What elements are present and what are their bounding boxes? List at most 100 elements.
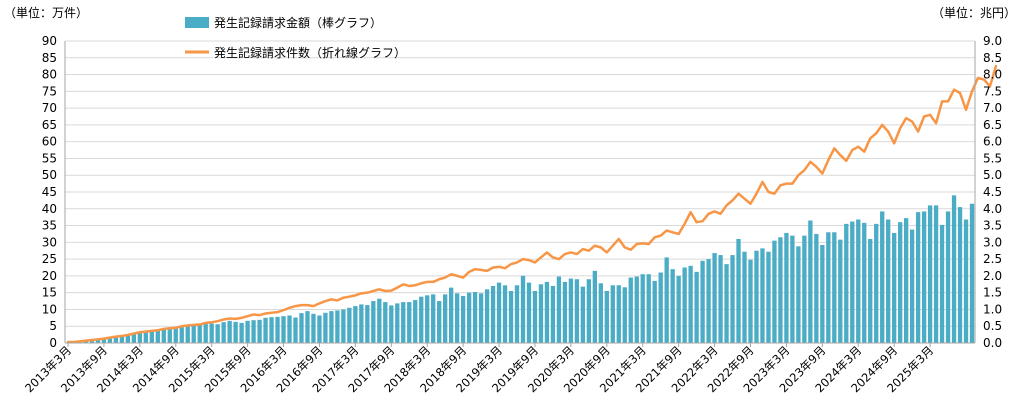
- bar: [748, 260, 752, 343]
- right-axis-unit-label: （単位：兆円）: [932, 5, 1016, 20]
- bar: [587, 279, 591, 343]
- bar: [479, 293, 483, 343]
- bar: [814, 234, 818, 343]
- bar: [940, 225, 944, 343]
- bar: [377, 299, 381, 343]
- y-right-tick-label: 1.0: [983, 302, 1002, 316]
- bar: [299, 313, 303, 343]
- bar: [413, 300, 417, 343]
- y-right-tick-label: 4.5: [983, 185, 1002, 199]
- bar: [754, 251, 758, 343]
- bar: [563, 282, 567, 343]
- bar: [293, 317, 297, 343]
- y-left-tick-label: 5: [49, 319, 57, 333]
- bar: [682, 268, 686, 344]
- y-left-tick-label: 10: [42, 302, 57, 316]
- bar: [443, 294, 447, 343]
- bar: [569, 279, 573, 343]
- bar: [204, 324, 208, 343]
- bar: [641, 274, 645, 343]
- bar: [874, 224, 878, 343]
- bar: [922, 211, 926, 343]
- bar: [521, 276, 525, 343]
- y-right-tick-label: 0.5: [983, 319, 1002, 333]
- bar: [473, 292, 477, 343]
- legend-line-label: 発生記録請求件数（折れ線グラフ）: [214, 45, 406, 60]
- bar: [676, 276, 680, 343]
- bar: [820, 245, 824, 343]
- bar: [808, 221, 812, 343]
- y-right-tick-label: 8.0: [983, 68, 1002, 82]
- y-left-tick-label: 65: [42, 118, 57, 132]
- bar: [862, 223, 866, 343]
- bar: [712, 253, 716, 343]
- bar: [946, 211, 950, 343]
- bar: [635, 277, 639, 343]
- bar: [461, 296, 465, 343]
- bar: [575, 279, 579, 343]
- bar: [431, 294, 435, 343]
- bar: [455, 293, 459, 343]
- bar: [688, 266, 692, 343]
- bar: [700, 261, 704, 343]
- y-right-tick-label: 5.0: [983, 168, 1002, 182]
- bar: [138, 333, 142, 343]
- bar: [766, 252, 770, 343]
- y-right-tick-label: 7.5: [983, 84, 1002, 98]
- bar: [844, 224, 848, 343]
- y-left-tick-label: 75: [42, 84, 57, 98]
- y-left-tick-label: 85: [42, 51, 57, 65]
- bar: [281, 316, 285, 343]
- bar: [515, 285, 519, 343]
- bar: [437, 301, 441, 343]
- y-right-tick-label: 0.0: [983, 336, 1002, 350]
- bar: [198, 325, 202, 343]
- bar: [856, 220, 860, 343]
- bar: [653, 281, 657, 343]
- y-left-tick-label: 45: [42, 185, 57, 199]
- y-left-tick-label: 20: [42, 269, 57, 283]
- bar-series: [66, 195, 974, 343]
- bar: [287, 315, 291, 343]
- bar: [659, 273, 663, 343]
- bar: [389, 305, 393, 343]
- bar: [934, 205, 938, 343]
- y-right-tick-label: 6.0: [983, 135, 1002, 149]
- bar: [647, 274, 651, 343]
- bar: [778, 237, 782, 343]
- bar: [671, 269, 675, 343]
- bar: [952, 195, 956, 343]
- bar: [772, 241, 776, 343]
- bar: [736, 239, 740, 343]
- bar: [958, 207, 962, 343]
- bar: [227, 321, 231, 343]
- bar: [970, 204, 974, 343]
- bar: [305, 311, 309, 343]
- bar: [210, 324, 214, 343]
- y-right-tick-label: 3.5: [983, 219, 1002, 233]
- bar: [257, 320, 261, 343]
- bar: [694, 272, 698, 343]
- y-right-tick-label: 7.0: [983, 101, 1002, 115]
- y-left-tick-label: 0: [49, 336, 57, 350]
- bar: [216, 324, 220, 343]
- bar: [617, 285, 621, 343]
- bar: [826, 232, 830, 343]
- bar: [371, 301, 375, 343]
- y-right-tick-label: 5.5: [983, 151, 1002, 165]
- bar: [964, 220, 968, 343]
- bar: [365, 305, 369, 343]
- bar: [665, 257, 669, 343]
- y-left-tick-label: 15: [42, 286, 57, 300]
- y-left-tick-label: 40: [42, 202, 57, 216]
- bar: [162, 330, 166, 343]
- bar: [449, 288, 453, 343]
- bar: [251, 320, 255, 343]
- bar: [557, 277, 561, 343]
- bar: [156, 330, 160, 343]
- bar: [790, 236, 794, 343]
- y-left-tick-label: 70: [42, 101, 57, 115]
- bar: [401, 302, 405, 343]
- bar: [838, 240, 842, 343]
- bar: [497, 283, 501, 343]
